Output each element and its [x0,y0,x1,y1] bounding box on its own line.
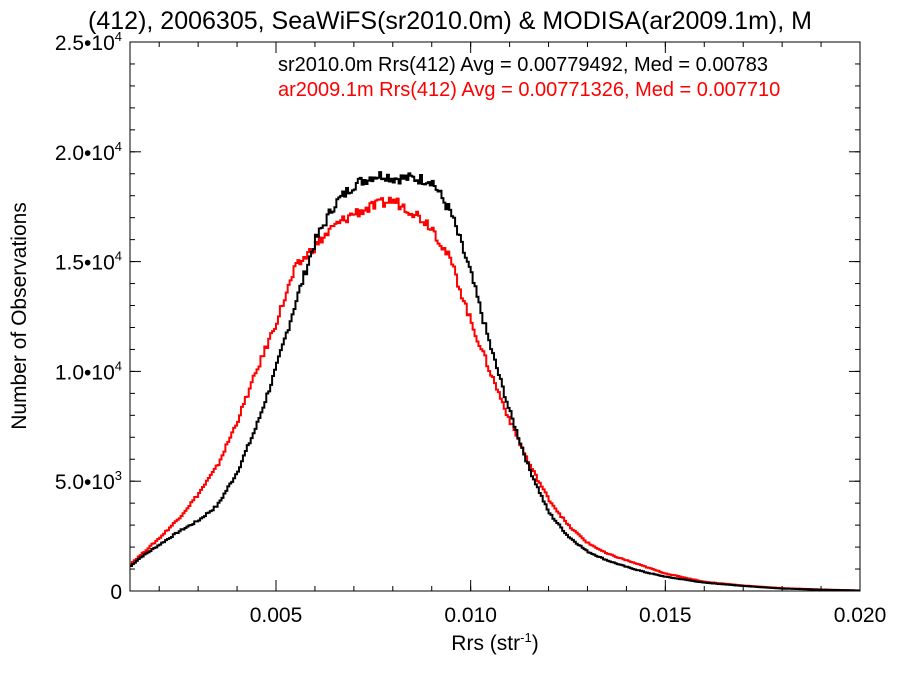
x-tick-label: 0.015 [639,604,692,627]
x-axis-label-sup: -1 [520,630,532,645]
x-axis-label: Rrs (str-1) [451,630,538,655]
x-tick-label: 0.010 [444,604,497,627]
y-tick-label: 1.5•104 [55,249,122,275]
y-tick-label: 2.5•104 [55,29,122,55]
y-tick-mantissa: 0 [110,581,122,604]
y-tick-mantissa: 2.5•10 [55,32,115,55]
legend-annotation: ar2009.1m Rrs(412) Avg = 0.00771326, Med… [278,79,780,101]
y-tick-exponent: 4 [115,358,122,373]
y-tick-mantissa: 2.0•10 [55,142,115,165]
y-tick-label: 1.0•104 [55,358,122,384]
y-tick-exponent: 4 [115,139,122,154]
y-tick-mantissa: 5.0•10 [55,471,115,494]
chart-title: (412), 2006305, SeaWiFS(sr2010.0m) & MOD… [88,7,812,35]
y-tick-label: 5.0•103 [55,468,122,494]
series-line-sr2010.0m [130,171,860,591]
y-axis-label: Number of Observations [8,202,31,430]
y-tick-exponent: 4 [115,29,122,44]
series-line-ar2009.1m [130,196,860,591]
y-tick-exponent: 4 [115,249,122,264]
legend-annotation: sr2010.0m Rrs(412) Avg = 0.00779492, Med… [278,54,768,76]
y-tick-mantissa: 1.5•10 [55,252,115,275]
x-axis-label-end: ) [532,632,539,655]
x-tick-label: 0.020 [834,604,887,627]
x-axis-label-main: Rrs (str [451,632,520,655]
y-tick-exponent: 3 [115,468,122,483]
y-tick-mantissa: 1.0•10 [55,361,115,384]
y-tick-label: 0 [110,581,122,604]
x-tick-label: 0.005 [250,604,303,627]
plot-frame [129,41,861,592]
y-tick-label: 2.0•104 [55,139,122,165]
